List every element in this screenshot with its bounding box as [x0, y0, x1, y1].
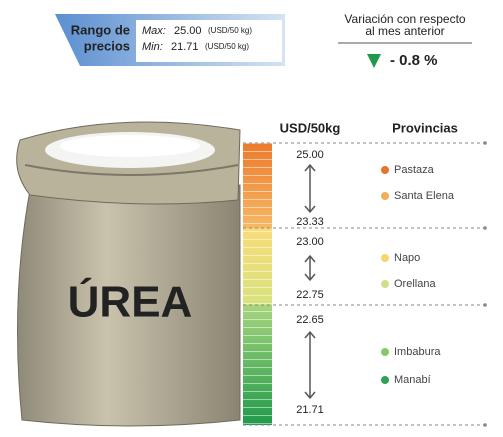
price-low: 21.71: [296, 404, 324, 416]
price-high: 25.00: [296, 149, 324, 161]
price-low: 23.33: [296, 216, 324, 228]
separator-dot: [483, 303, 487, 307]
province-name: Manabí: [394, 374, 431, 386]
province-name: Orellana: [394, 278, 436, 290]
province-name: Pastaza: [394, 164, 435, 176]
price-low: 22.75: [296, 289, 324, 301]
min-label: Min:: [142, 41, 163, 53]
groups: 25.00 23.33 Pastaza Santa Elena 23.00 22.75 Na…: [243, 141, 487, 427]
range-label: precios: [84, 38, 130, 53]
province-name: Imbabura: [394, 346, 441, 358]
separator-dot: [483, 141, 487, 145]
province-dot: [381, 254, 389, 262]
max-value: 25.00: [174, 25, 202, 37]
variation: Variación con respecto al mes anterior -…: [338, 12, 472, 69]
province-dot: [381, 192, 389, 200]
price-high: 23.00: [296, 236, 324, 248]
min-value: 21.71: [171, 41, 199, 53]
column-header: Provincias: [392, 120, 458, 135]
min-unit: (USD/50 kg): [205, 42, 249, 51]
price-range-box: Rango de precios Max: 25.00 (USD/50 kg) …: [55, 14, 285, 66]
separator-dot: [483, 226, 487, 230]
column-header: USD/50kg: [280, 120, 341, 135]
province-name: Santa Elena: [394, 190, 455, 202]
variation-value: - 0.8 %: [390, 52, 438, 69]
variation-title: al mes anterior: [365, 24, 444, 38]
province-name: Napo: [394, 252, 420, 264]
province-dot: [381, 280, 389, 288]
color-scale: [243, 143, 272, 425]
max-label: Max:: [142, 25, 166, 37]
infographic: Rango de precios Max: 25.00 (USD/50 kg) …: [0, 0, 503, 437]
province-dot: [381, 166, 389, 174]
price-high: 22.65: [296, 314, 324, 326]
bag-label: ÚREA: [68, 277, 193, 327]
range-label: Rango de: [71, 22, 130, 37]
sack: ÚREA: [17, 122, 240, 426]
max-unit: (USD/50 kg): [208, 26, 252, 35]
province-dot: [381, 376, 389, 384]
province-dot: [381, 348, 389, 356]
down-arrow: [367, 54, 381, 68]
separator-dot: [483, 423, 487, 427]
